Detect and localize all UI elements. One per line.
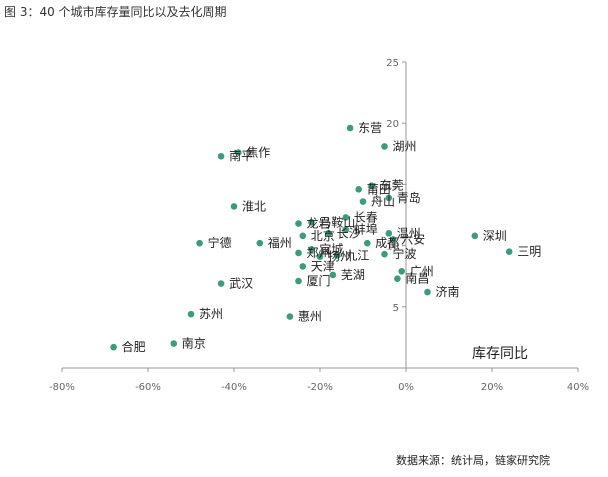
point-label: 长沙 bbox=[337, 226, 361, 240]
axes: -80% -60% -40% -20% 0% 20% 40% 5 10 15 20 25 bbox=[49, 58, 589, 393]
point-label: 九江 bbox=[345, 248, 369, 262]
scatter-point bbox=[424, 288, 431, 296]
scatter-point bbox=[368, 182, 375, 189]
point-label: 合肥 bbox=[122, 339, 146, 354]
point-label: 武汉 bbox=[229, 277, 253, 291]
point-label: 马鞍山 bbox=[319, 214, 355, 229]
scatter-point bbox=[299, 232, 307, 240]
point-label: 深圳 bbox=[483, 229, 507, 243]
point-label: 济南 bbox=[436, 284, 460, 299]
scatter-point bbox=[308, 245, 315, 253]
point-label: 淮北 bbox=[242, 199, 266, 213]
x-tick-label: 20% bbox=[481, 382, 503, 393]
point-label: 六安 bbox=[401, 231, 425, 246]
point-label: 福州 bbox=[268, 235, 292, 250]
point-label: 焦作 bbox=[246, 146, 270, 160]
scatter-point bbox=[342, 214, 350, 221]
scatter-point bbox=[308, 219, 315, 226]
point-label: 长春 bbox=[354, 210, 378, 224]
scatter-point bbox=[381, 250, 388, 258]
x-tick-label: -60% bbox=[135, 382, 161, 393]
x-tick-label: 0% bbox=[398, 382, 414, 393]
scatter-point bbox=[385, 194, 393, 202]
point-label: 东莞 bbox=[380, 179, 404, 193]
scatter-points bbox=[110, 124, 513, 351]
point-label: 广州 bbox=[410, 264, 434, 278]
scatter-point bbox=[398, 268, 406, 275]
scatter-point bbox=[381, 143, 388, 150]
scatter-point bbox=[333, 252, 341, 259]
point-label: 成都 bbox=[375, 236, 399, 250]
y-tick-label: 20 bbox=[386, 119, 399, 130]
point-label: 苏州 bbox=[199, 307, 223, 321]
scatter-point bbox=[295, 249, 302, 257]
point-label: 青岛 bbox=[397, 190, 421, 205]
scatter-point bbox=[217, 152, 225, 160]
point-label: 南昌 bbox=[405, 271, 429, 286]
y-tick-label: 25 bbox=[386, 58, 399, 69]
scatter-point bbox=[217, 280, 225, 287]
point-label: 湖州 bbox=[393, 138, 417, 153]
scatter-point bbox=[359, 198, 367, 205]
point-label: 蚌埠 bbox=[354, 223, 378, 237]
y-tick-label: 10 bbox=[386, 242, 399, 253]
point-label: 龙岩 bbox=[307, 216, 331, 231]
point-label: 芜湖 bbox=[341, 267, 365, 282]
scatter-point bbox=[235, 149, 242, 156]
scatter-point bbox=[342, 226, 350, 233]
x-tick-label: -80% bbox=[49, 382, 75, 393]
point-label: 北京 bbox=[311, 229, 335, 243]
point-label: 温州 bbox=[397, 226, 421, 240]
scatter-point bbox=[187, 310, 195, 318]
scatter-point bbox=[256, 239, 264, 247]
scatter-point bbox=[385, 230, 393, 237]
y-tick-label: 15 bbox=[386, 180, 399, 191]
data-source: 数据来源：统计局，链家研究院 bbox=[396, 454, 550, 467]
scatter-point bbox=[325, 230, 332, 237]
scatter-point bbox=[505, 248, 513, 256]
point-label: 天津 bbox=[311, 259, 335, 273]
point-label: 宁波 bbox=[393, 246, 417, 261]
point-label: 三明 bbox=[517, 245, 541, 259]
scatter-point bbox=[355, 185, 363, 193]
x-tick-label: 40% bbox=[567, 382, 589, 393]
point-label: 南平 bbox=[229, 148, 253, 163]
point-label: 舟山 bbox=[371, 195, 395, 209]
scatter-point bbox=[170, 340, 178, 347]
scatter-point bbox=[346, 124, 354, 132]
x-tick-label: -20% bbox=[307, 382, 333, 393]
scatter-point bbox=[316, 253, 324, 260]
figure-title: 图 3：40 个城市库存量同比以及去化周期 bbox=[4, 5, 227, 19]
point-label: 扬州 bbox=[328, 249, 352, 264]
scatter-point bbox=[295, 277, 302, 285]
scatter-point bbox=[299, 263, 307, 270]
scatter-point bbox=[196, 239, 203, 247]
x-tick-label: -40% bbox=[221, 382, 247, 393]
point-label: 东营 bbox=[358, 121, 382, 135]
scatter-point bbox=[364, 239, 371, 247]
scatter-point bbox=[394, 275, 401, 282]
chart-annotation: 库存同比 bbox=[472, 346, 528, 362]
scatter-point bbox=[329, 271, 337, 279]
scatter-point bbox=[389, 236, 397, 243]
point-label: 莆田 bbox=[367, 182, 391, 196]
point-label: 郑州 bbox=[307, 245, 331, 260]
point-label: 惠州 bbox=[298, 310, 322, 324]
point-label: 宜城 bbox=[319, 241, 343, 256]
point-label: 南京 bbox=[182, 336, 206, 351]
scatter-point bbox=[230, 203, 238, 210]
point-label: 厦门 bbox=[307, 273, 331, 288]
point-label: 宁德 bbox=[208, 235, 232, 250]
scatter-point bbox=[110, 343, 117, 351]
y-tick-label: 5 bbox=[393, 303, 399, 314]
scatter-point bbox=[295, 220, 302, 227]
scatter-point bbox=[286, 313, 294, 320]
scatter-point bbox=[471, 232, 479, 240]
